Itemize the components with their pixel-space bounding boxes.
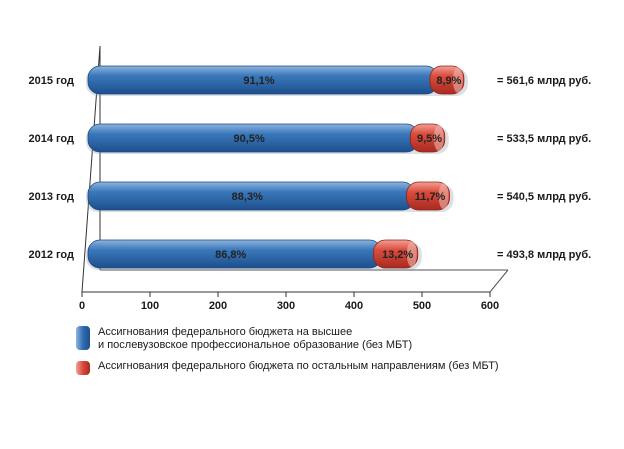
pct-label-other: 11,7% [415,191,446,203]
x-tick-label: 0 [79,300,85,312]
bar-end-cap [438,183,449,209]
pct-label-other: 13,2% [382,249,413,261]
total-label: = 533,5 млрд руб. [497,133,591,145]
pct-label-higher-education: 90,5% [234,133,265,145]
x-tick-label: 300 [277,300,295,312]
pct-label-other: 9,5% [417,133,442,145]
x-tick-label: 200 [209,300,227,312]
bar-end-cap [452,67,463,93]
x-axis: 0 100 200 300 400 500 600 [79,291,499,312]
category-label: 2013 год [28,191,74,203]
legend-swatch-red [76,361,90,375]
bar-end-cap [406,241,417,267]
legend-label-other: Ассигнования федерального бюджета по ост… [98,360,499,372]
category-label: 2012 год [28,249,74,261]
legend-label-line2: и послевузовское профессиональное образо… [98,339,413,351]
legend-swatch-blue [76,326,90,350]
x-tick-label: 100 [141,300,159,312]
pct-label-higher-education: 88,3% [232,191,263,203]
legend-label-line1: Ассигнования федерального бюджета на выс… [98,326,353,338]
total-label: = 561,6 млрд руб. [497,75,591,87]
bar-end-cap [433,125,444,151]
legend: Ассигнования федерального бюджета на выс… [76,326,536,383]
x-tick-label: 600 [481,300,499,312]
pct-label-higher-education: 86,8% [215,249,246,261]
x-tick-label: 500 [413,300,431,312]
total-label: = 540,5 млрд руб. [497,191,591,203]
pct-label-other: 8,9% [436,75,461,87]
category-label: 2015 год [28,75,74,87]
pct-label-higher-education: 91,1% [243,75,274,87]
legend-item-other: Ассигнования федерального бюджета по ост… [76,360,536,375]
bar-other [406,181,450,211]
legend-item-higher-education: Ассигнования федерального бюджета на выс… [76,326,536,352]
total-label: = 493,8 млрд руб. [497,249,591,261]
frame-floor-right [489,269,509,293]
legend-label-higher-education: Ассигнования федерального бюджета на выс… [98,326,412,352]
labels-group: 2015 год 91,1% 8,9% = 561,6 млрд руб. 2014 г… [28,75,591,261]
bar-other [373,239,419,269]
category-label: 2014 год [28,133,74,145]
x-tick-label: 400 [345,300,363,312]
bars-group [86,65,468,270]
